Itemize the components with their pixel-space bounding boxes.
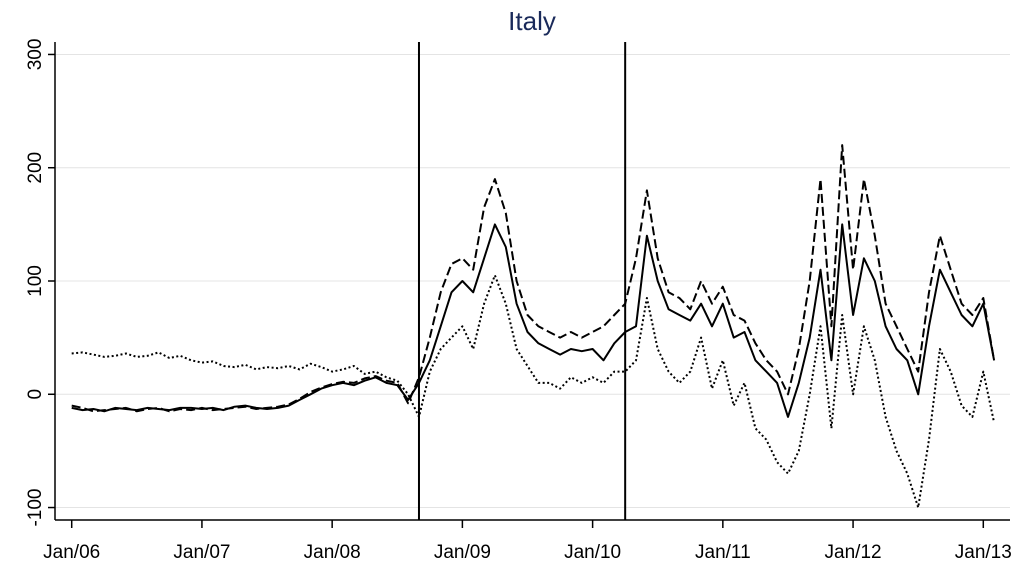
x-tick-label: Jan/08 — [304, 542, 361, 563]
x-tick-label: Jan/10 — [564, 542, 621, 563]
x-tick-label: Jan/09 — [434, 542, 491, 563]
y-tick-label: -100 — [25, 489, 46, 527]
x-tick-label: Jan/06 — [43, 542, 100, 563]
x-tick-label: Jan/12 — [825, 542, 882, 563]
line-series — [71, 274, 996, 509]
y-tick-label: 200 — [25, 152, 46, 184]
line-series — [71, 144, 996, 413]
y-tick-label: 300 — [25, 39, 46, 71]
y-tick-label: 0 — [25, 389, 46, 400]
x-tick-label: Jan/07 — [173, 542, 230, 563]
x-tick-label: Jan/13 — [955, 542, 1012, 563]
y-tick-label: 100 — [25, 265, 46, 297]
chart-title: Italy — [508, 6, 556, 36]
x-tick-label: Jan/11 — [695, 542, 751, 563]
